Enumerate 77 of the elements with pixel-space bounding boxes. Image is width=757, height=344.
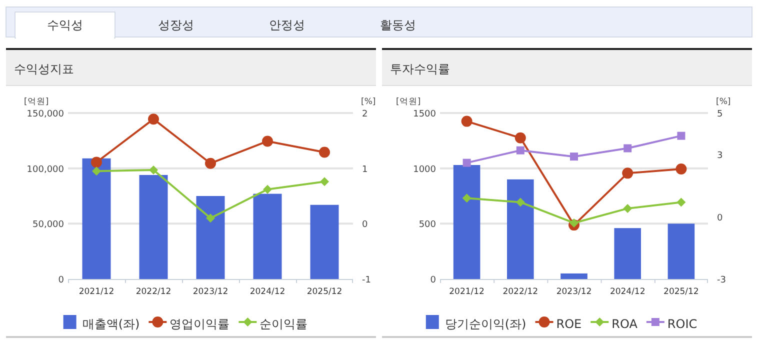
text: 안정성 [269, 18, 305, 32]
y2-tick-label: -1 [362, 276, 371, 286]
bar [139, 174, 168, 279]
point [676, 164, 687, 175]
y2-tick-label: 2 [362, 110, 368, 120]
point [622, 168, 634, 179]
text: 수익성 [47, 18, 83, 32]
y2-axis-title: [%] [361, 97, 376, 107]
legend-label: ROE [556, 317, 582, 331]
legend-label: ROIC [667, 317, 698, 331]
point [462, 158, 471, 167]
y-tick-label: 0 [430, 276, 436, 286]
bar [560, 273, 588, 279]
text: 활동성 [380, 18, 416, 32]
point [91, 156, 102, 168]
bar [196, 196, 225, 279]
y-tick-label: 50,000 [32, 220, 64, 230]
point [262, 136, 273, 147]
point [462, 194, 472, 203]
point [149, 165, 158, 174]
point [570, 152, 578, 161]
point [623, 204, 632, 213]
point [516, 198, 525, 207]
legend-label: 매출액(좌) [82, 317, 140, 331]
x-tick-label: 2022/12 [502, 287, 538, 297]
y-tick-label: 0 [58, 276, 64, 286]
point [205, 158, 216, 169]
point [263, 184, 272, 194]
point [514, 132, 526, 144]
point [206, 214, 215, 223]
bar [253, 194, 282, 279]
chart-title: 수익성지표 [14, 62, 74, 76]
legend-label: 순이익률 [260, 317, 308, 331]
point [319, 146, 330, 158]
y-axis-title: [억원] [396, 97, 421, 107]
x-tick-label: 2021/12 [78, 287, 114, 297]
y2-tick-label: -3 [717, 276, 726, 286]
x-tick-label: 2025/12 [664, 287, 699, 297]
point [624, 144, 632, 152]
x-tick-label: 2021/12 [449, 287, 484, 297]
point [92, 166, 101, 176]
y-axis-title: [억원] [24, 97, 49, 107]
y2-tick-label: 0 [717, 213, 723, 224]
bar [82, 158, 111, 279]
legend-label: ROA [612, 317, 638, 331]
y-tick-label: 150,000 [26, 110, 64, 120]
text: 성장성 [158, 18, 194, 32]
bar [310, 204, 339, 279]
x-tick-label: 2022/12 [136, 287, 172, 297]
point [516, 146, 524, 154]
bar [668, 224, 695, 279]
point [570, 218, 578, 228]
bar [614, 228, 641, 279]
chart-title: 투자수익률 [390, 62, 450, 76]
point [148, 114, 159, 125]
legend-label: 당기순이익(좌) [444, 317, 526, 331]
y-tick-label: 100,000 [26, 164, 64, 175]
x-tick-label: 2024/12 [610, 287, 646, 297]
y2-axis-title: [%] [716, 97, 731, 107]
y-tick-label: 1500 [413, 110, 436, 120]
legend-label: 영업이익률 [170, 317, 230, 331]
y2-tick-label: 0 [362, 220, 368, 230]
y-tick-label: 1000 [413, 164, 436, 175]
y2-tick-label: 5 [717, 110, 723, 120]
point [677, 132, 686, 140]
x-tick-label: 2023/12 [192, 287, 228, 297]
x-tick-label: 2025/12 [306, 287, 342, 297]
point [461, 116, 472, 127]
bar [453, 165, 480, 279]
x-tick-label: 2023/12 [556, 287, 592, 297]
x-tick-label: 2024/12 [250, 287, 286, 297]
point [676, 198, 686, 207]
y-tick-label: 500 [418, 220, 436, 230]
y2-tick-label: 3 [717, 151, 723, 161]
point [320, 177, 329, 186]
y2-tick-label: 1 [362, 164, 368, 175]
bar [507, 179, 534, 279]
